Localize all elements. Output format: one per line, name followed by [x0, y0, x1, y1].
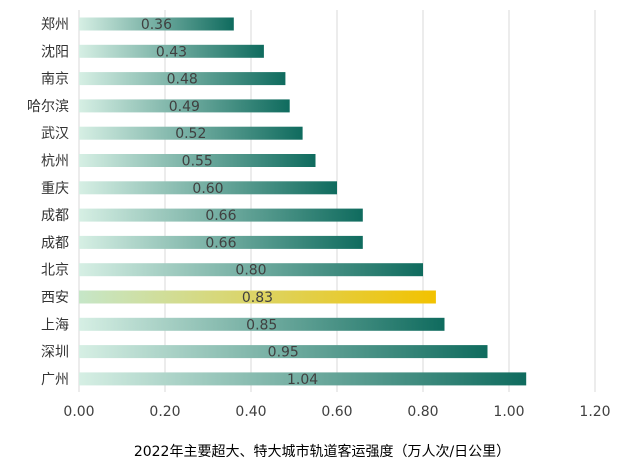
bar [79, 345, 488, 359]
bar [79, 99, 290, 113]
bar [79, 44, 264, 58]
grid-lines [78, 10, 596, 392]
category-label: 上海 [41, 317, 69, 333]
category-label: 南京 [41, 72, 69, 88]
bar [79, 372, 527, 386]
category-label: 郑州 [41, 17, 69, 33]
value-label: 0.60 [192, 181, 223, 197]
value-labels: 0.36 0.43 0.48 0.49 0.52 0.55 0.60 0.66 0.66 0.80… [141, 17, 318, 388]
chart-title: 2022年主要超大、特大城市轨道客运强度（万人次/日公里） [134, 443, 510, 460]
value-label: 1.04 [287, 372, 318, 388]
category-label: 成都 [41, 208, 69, 224]
category-label: 广州 [41, 372, 69, 388]
x-tick-label: 1.20 [579, 404, 610, 420]
value-label: 0.52 [175, 126, 206, 142]
category-label: 成都 [41, 235, 69, 251]
value-label: 0.83 [242, 290, 273, 306]
value-label: 0.66 [205, 208, 236, 224]
value-label: 0.36 [141, 17, 172, 33]
bar [79, 126, 303, 140]
bar [79, 290, 436, 304]
bar [79, 72, 286, 86]
bar [79, 263, 423, 277]
bar [79, 235, 363, 249]
x-tick-label: 0.40 [235, 404, 266, 420]
bars [79, 17, 527, 386]
value-label: 0.43 [156, 44, 187, 60]
category-label: 重庆 [41, 181, 69, 197]
category-label: 西安 [41, 290, 69, 306]
value-label: 0.80 [235, 263, 266, 279]
value-label: 0.48 [167, 72, 198, 88]
category-label: 沈阳 [41, 44, 69, 60]
category-label: 哈尔滨 [27, 99, 69, 115]
value-label: 0.85 [246, 317, 277, 333]
x-tick-label: 0.00 [63, 404, 94, 420]
value-label: 0.95 [268, 345, 299, 361]
bar [79, 17, 234, 31]
category-label: 杭州 [41, 154, 69, 170]
x-tick-label: 0.20 [149, 404, 180, 420]
x-axis-tick-labels: 0.00 0.20 0.40 0.60 0.80 1.00 1.20 [63, 404, 610, 420]
category-label: 武汉 [41, 126, 69, 142]
value-label: 0.49 [169, 99, 200, 115]
bar [79, 317, 445, 331]
x-tick-label: 0.80 [407, 404, 438, 420]
category-label: 北京 [41, 263, 69, 279]
value-label: 0.55 [182, 154, 213, 170]
x-tick-label: 1.00 [493, 404, 524, 420]
bar [79, 154, 316, 167]
bar [79, 181, 337, 195]
x-tick-label: 0.60 [321, 404, 352, 420]
category-label: 深圳 [41, 345, 69, 361]
bar [79, 208, 363, 222]
value-label: 0.66 [205, 235, 236, 251]
